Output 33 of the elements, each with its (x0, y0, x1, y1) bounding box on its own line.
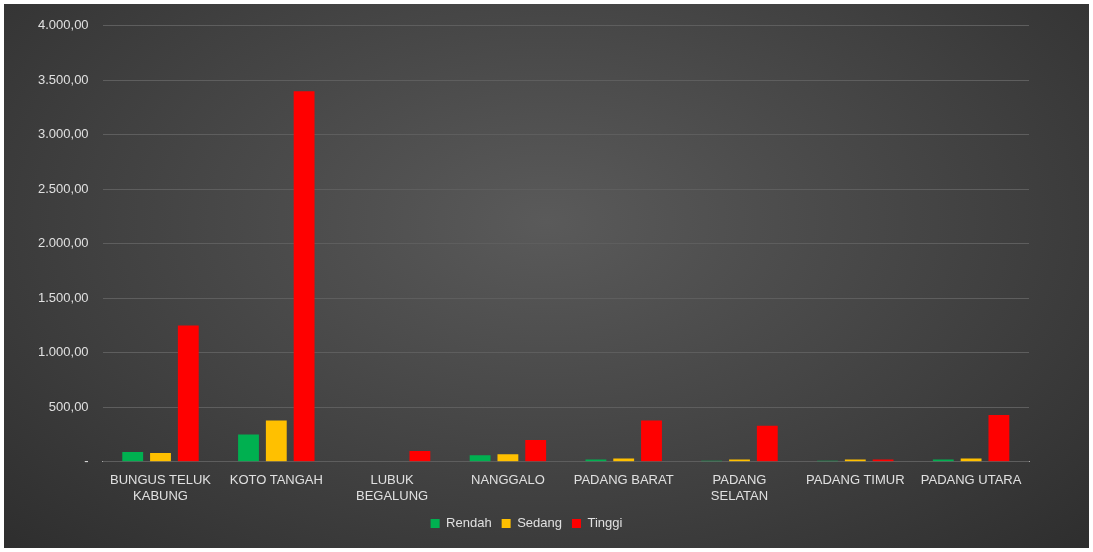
y-tick-label: 1.000,00 (37, 344, 89, 360)
x-tick-label: BUNGUS TELUK KABUNG (110, 472, 212, 503)
legend-label: Sedang (517, 515, 562, 531)
y-tick-label: 3.500,00 (37, 71, 89, 87)
y-tick-label: - (84, 453, 89, 469)
legend-label: Tinggi (587, 515, 623, 531)
x-tick-label: PADANG UTARA (920, 472, 1022, 488)
bar (409, 450, 431, 462)
bar (525, 440, 547, 462)
bar (177, 325, 199, 462)
bar (469, 455, 491, 462)
x-tick-label: PADANG BARAT (573, 472, 674, 488)
y-tick-label: 2.500,00 (37, 180, 89, 196)
y-tick-label: 2.000,00 (37, 235, 89, 251)
bar (265, 420, 287, 462)
x-tick-label: NANGGALO (471, 472, 545, 488)
bar (497, 454, 519, 462)
y-tick-label: 500,00 (48, 398, 89, 414)
bar (122, 451, 144, 462)
y-tick-label: 1.500,00 (37, 289, 89, 305)
bar (988, 414, 1010, 462)
y-tick-label: 3.000,00 (37, 126, 89, 142)
x-tick-label: PADANG TIMUR (806, 472, 905, 488)
x-tick-label: KOTO TANGAH (229, 472, 323, 488)
bar (641, 420, 662, 462)
legend-label: Rendah (446, 515, 492, 531)
x-tick-label: LUBUK BEGALUNG (355, 472, 429, 503)
bar (150, 453, 171, 462)
bar (756, 425, 778, 462)
bar (238, 434, 259, 462)
x-tick-label: PADANG SELATAN (710, 472, 769, 503)
y-tick-label: 4.000,00 (37, 17, 89, 33)
bar (293, 91, 315, 462)
